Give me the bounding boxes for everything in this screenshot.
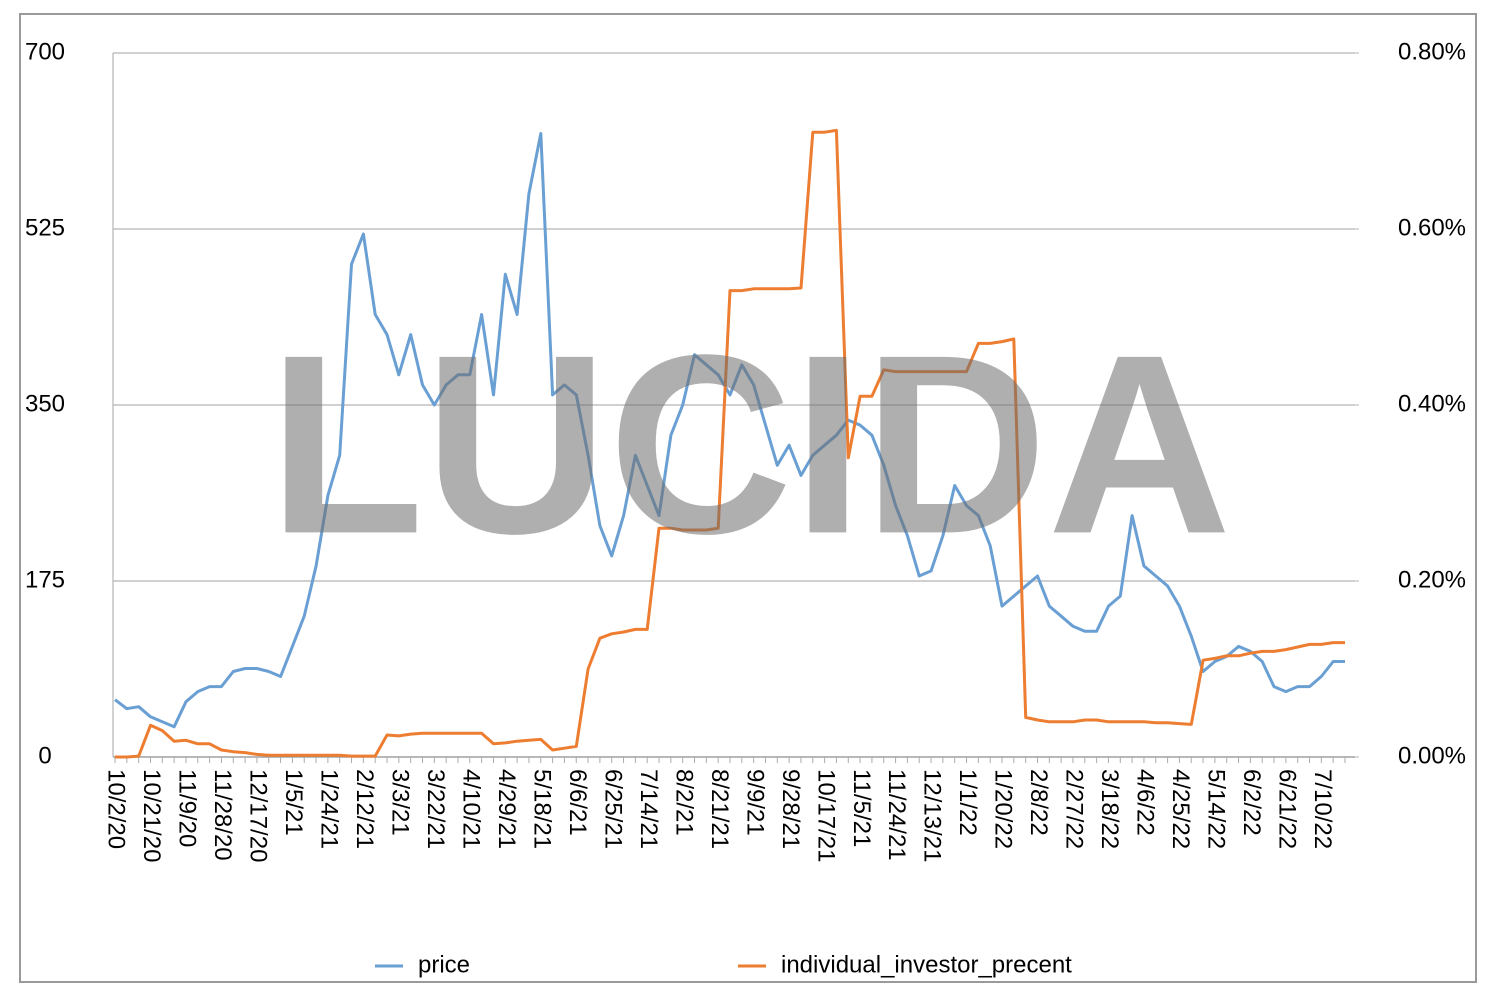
x-tick-label: 11/9/20	[174, 769, 201, 847]
x-tick-label: 9/9/21	[741, 769, 768, 836]
x-tick-label: 4/10/21	[457, 769, 484, 849]
x-tick-label: 2/12/21	[351, 769, 378, 849]
x-tick-label: 12/13/21	[919, 769, 946, 862]
x-tick-label: 1/20/22	[990, 769, 1017, 849]
x-tick-label: 11/24/21	[883, 769, 910, 861]
y2-tick-label: 0.80%	[1398, 38, 1466, 65]
x-tick-label: 4/25/22	[1167, 769, 1194, 849]
x-tick-label: 10/21/20	[138, 769, 165, 862]
x-tick-label: 6/25/21	[599, 769, 626, 849]
x-tick-label: 1/1/22	[954, 769, 981, 836]
y2-tick-label: 0.20%	[1398, 566, 1466, 593]
legend-label: price	[418, 951, 470, 978]
x-tick-label: 1/24/21	[316, 769, 343, 849]
x-tick-label: 5/18/21	[528, 769, 555, 849]
x-tick-label: 4/29/21	[493, 769, 520, 849]
watermark: LUCIDA	[268, 302, 1231, 587]
y-tick-label: 700	[25, 38, 65, 65]
x-tick-label: 3/18/22	[1096, 769, 1123, 849]
x-tick-label: 2/8/22	[1025, 769, 1052, 836]
x-tick-label: 7/14/21	[635, 769, 662, 849]
x-tick-label: 3/22/21	[422, 769, 449, 849]
series-line	[115, 128, 1345, 759]
x-tick-label: 12/17/20	[245, 769, 272, 862]
x-tick-label: 6/21/22	[1274, 769, 1301, 849]
x-tick-label: 8/21/21	[706, 769, 733, 849]
x-tick-label: 7/10/22	[1309, 769, 1336, 849]
chart-frame	[19, 13, 1477, 983]
x-tick-label: 11/28/20	[209, 769, 236, 861]
x-tick-label: 4/6/22	[1132, 769, 1159, 836]
y-tick-label: 175	[25, 566, 65, 593]
x-tick-label: 8/2/21	[670, 769, 697, 836]
x-tick-label: 10/2/20	[103, 769, 130, 849]
x-tick-label: 11/5/21	[848, 769, 875, 847]
y-tick-label: 525	[25, 214, 65, 241]
y-tick-label: 350	[25, 390, 65, 417]
x-tick-label: 1/5/21	[280, 769, 307, 836]
x-tick-label: 10/17/21	[812, 769, 839, 862]
y2-tick-label: 0.40%	[1398, 390, 1466, 417]
y2-tick-label: 0.00%	[1398, 742, 1466, 769]
x-tick-label: 3/3/21	[387, 769, 414, 836]
x-tick-label: 5/14/22	[1203, 769, 1230, 849]
x-tick-label: 6/6/21	[564, 769, 591, 836]
series-line	[114, 132, 1345, 729]
y2-tick-label: 0.60%	[1398, 214, 1466, 241]
x-tick-label: 9/28/21	[777, 769, 804, 849]
x-tick-label: 6/2/22	[1238, 769, 1265, 836]
x-tick-label: 2/27/22	[1061, 769, 1088, 849]
y-tick-label: 0	[38, 742, 51, 769]
legend-label: individual_investor_precent	[781, 951, 1072, 978]
